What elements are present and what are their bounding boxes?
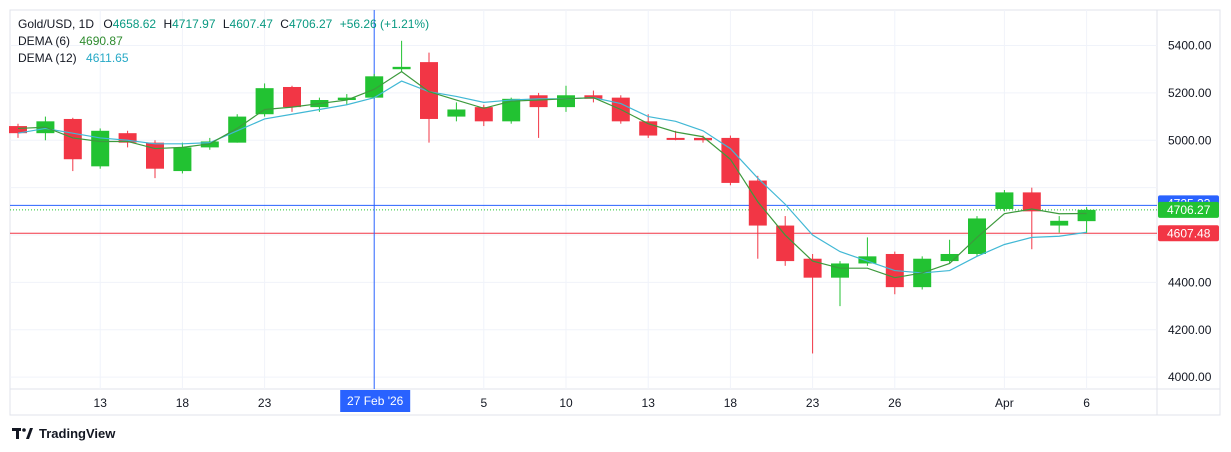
high-label: H (163, 17, 173, 31)
candle-body (995, 192, 1014, 209)
candle-body (776, 225, 795, 262)
candle-body (721, 137, 740, 183)
x-tick-label: 10 (559, 396, 573, 410)
x-tick-label: 26 (888, 396, 902, 410)
symbol-label: Gold/USD, 1D (18, 17, 95, 31)
dema12-value: 4611.65 (86, 51, 129, 65)
x-tick-label: Apr (995, 396, 1014, 410)
x-tick-label: 18 (176, 396, 190, 410)
dema12-line (17, 80, 1087, 274)
candle-body (91, 130, 110, 167)
tradingview-brand-name: TradingView (39, 426, 116, 441)
dema6-label: DEMA (6) (18, 34, 71, 48)
candle-body (146, 142, 164, 169)
open-label: O (103, 17, 113, 31)
price-axis-tag-bg (1158, 225, 1219, 242)
chart-frame (9, 9, 1221, 416)
dema12-row[interactable]: DEMA (12) 4611.65 (18, 50, 429, 67)
candle-body (1022, 192, 1041, 212)
x-tick-label: 5 (480, 396, 487, 410)
candle-body (968, 218, 986, 254)
candle-body (63, 118, 82, 160)
change-value: +56.26 (+1.21%) (339, 17, 430, 31)
x-tick-label: 18 (724, 396, 738, 410)
tradingview-logo-icon (12, 427, 33, 439)
candle-body (118, 133, 137, 143)
low-label: L (222, 17, 230, 31)
y-tick-label: 4000.00 (1168, 370, 1212, 384)
candle-body (255, 88, 274, 115)
candle-body (666, 137, 685, 140)
x-tick-label: 13 (642, 396, 656, 410)
y-tick-label: 4400.00 (1168, 275, 1212, 289)
close-label: C (280, 17, 289, 31)
candle-body (228, 116, 247, 143)
crosshair-date-label: 27 Feb '26 (347, 394, 404, 408)
candle-body (748, 180, 767, 226)
candle-body (420, 62, 438, 119)
candle-body (529, 95, 548, 108)
y-tick-label: 5200.00 (1168, 86, 1212, 100)
candle-body (1077, 209, 1096, 222)
candle-body (365, 76, 384, 98)
x-tick-label: 23 (806, 396, 820, 410)
price-axis-tag-label: 4706.27 (1167, 203, 1211, 217)
crosshair-date-label-bg (340, 390, 411, 412)
candle-body (337, 97, 356, 101)
x-tick-label: 6 (1083, 396, 1090, 410)
candle-body (9, 126, 27, 134)
candle-body (803, 258, 822, 278)
candle-body (940, 253, 959, 262)
candle-body (694, 137, 712, 141)
y-tick-label: 5000.00 (1168, 133, 1212, 147)
ohlc-row: Gold/USD, 1D O4658.62 H4717.97 L4607.47 … (18, 16, 429, 33)
dema6-value: 4690.87 (79, 34, 123, 48)
high-value: 4717.97 (172, 17, 216, 31)
candle-body (474, 107, 493, 122)
open-value: 4658.62 (112, 17, 157, 31)
candle-body (392, 66, 411, 70)
candle-body (557, 95, 575, 108)
candle-body (283, 86, 301, 108)
candle-body (1050, 220, 1069, 226)
candle-body (502, 98, 521, 122)
close-value: 4706.27 (288, 17, 333, 31)
candle-body (831, 263, 849, 278)
dema6-line (17, 70, 1087, 279)
x-tick-label: 13 (94, 396, 108, 410)
low-value: 4607.47 (229, 17, 273, 31)
chart-legend: Gold/USD, 1D O4658.62 H4717.97 L4607.47 … (18, 16, 429, 67)
candle-body (858, 256, 877, 264)
price-axis-tag-label: 4607.48 (1167, 226, 1211, 240)
dema6-row[interactable]: DEMA (6) 4690.87 (18, 33, 429, 50)
candle-body (447, 109, 466, 117)
price-axis-tag-bg (1158, 201, 1219, 218)
y-tick-label: 5400.00 (1168, 39, 1212, 53)
y-tick-label: 4200.00 (1168, 323, 1212, 337)
x-tick-label: 23 (258, 396, 272, 410)
dema12-label: DEMA (12) (18, 51, 77, 65)
candle-body (173, 147, 192, 172)
tradingview-logo[interactable]: TradingView (12, 426, 115, 441)
